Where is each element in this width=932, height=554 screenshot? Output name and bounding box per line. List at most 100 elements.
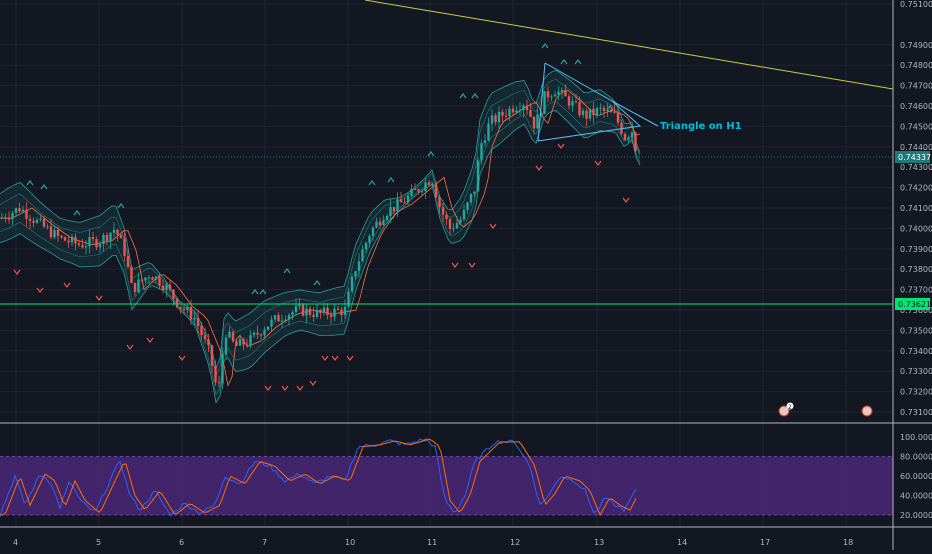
- fractal-down-marker: [489, 223, 497, 229]
- fractal-down-marker: [346, 355, 354, 361]
- candle-body: [273, 315, 277, 320]
- candle-body: [259, 334, 263, 336]
- oscillator-pane: [0, 438, 893, 517]
- band-lower: [0, 110, 641, 404]
- candle-body: [186, 307, 189, 310]
- fractal-down-marker: [622, 197, 630, 203]
- candle-body: [487, 123, 490, 141]
- candle-body: [284, 319, 287, 321]
- fractal-up-marker: [606, 105, 614, 111]
- fractal-down-marker: [535, 165, 543, 171]
- candle-body: [466, 202, 469, 211]
- fractal-up-marker: [574, 59, 582, 65]
- candle-body: [424, 182, 427, 192]
- candle-body: [105, 234, 109, 241]
- candle-body: [522, 105, 525, 111]
- candle-body: [147, 277, 151, 279]
- fractal-down-marker: [63, 282, 71, 288]
- candle-body: [399, 199, 403, 203]
- candle-body: [361, 249, 364, 262]
- time-tick-label: 11: [427, 538, 437, 547]
- triangle-annotation: Triangle on H1: [660, 121, 742, 132]
- grid: [0, 0, 893, 527]
- fractal-down-marker: [468, 262, 476, 268]
- candle-body: [74, 236, 77, 244]
- price-tick-label: 0.74500: [900, 122, 932, 131]
- candle-body: [172, 289, 175, 299]
- candle-body: [368, 236, 371, 243]
- candle-body: [200, 326, 203, 336]
- price-tick-label: 0.73300: [900, 367, 932, 376]
- candle-body: [354, 271, 357, 277]
- fractal-up-marker: [283, 268, 291, 274]
- candle-body: [231, 331, 235, 342]
- fractal-up-marker: [73, 210, 81, 216]
- candle-body: [28, 218, 32, 221]
- price-tick-label: 0.74000: [900, 224, 932, 233]
- candle-body: [574, 101, 578, 103]
- fractal-down-marker: [264, 385, 272, 391]
- candle-body: [536, 114, 539, 129]
- candle-body: [203, 335, 207, 340]
- time-tick-label: 12: [510, 538, 520, 547]
- candle-body: [623, 133, 627, 140]
- oscillator-tick-label: 60.0000: [900, 472, 932, 481]
- candle-body: [571, 101, 574, 106]
- candle-body: [175, 298, 179, 307]
- candle-body: [602, 107, 606, 111]
- candle-body: [392, 207, 396, 212]
- candle-body: [56, 229, 60, 236]
- triangle-apex-line: [611, 100, 659, 127]
- fractal-down-marker: [557, 143, 565, 149]
- fractal-down-marker: [309, 380, 317, 386]
- candle-body: [364, 242, 368, 250]
- fractal-down-marker: [13, 269, 21, 275]
- bollinger-bands: [0, 69, 641, 404]
- candle-body: [81, 245, 84, 248]
- candle-body: [518, 110, 522, 112]
- oscillator-tick-label: 40.0000: [900, 492, 932, 501]
- price-tick-label: 0.74200: [900, 184, 932, 193]
- candle-body: [287, 314, 291, 320]
- candle-body: [616, 112, 620, 123]
- price-tick-label: 0.74900: [900, 41, 932, 50]
- candle-body: [224, 337, 228, 355]
- candle-body: [406, 195, 410, 203]
- candle-body: [539, 113, 543, 115]
- candle-body: [396, 199, 399, 212]
- fractal-down-marker: [296, 385, 304, 391]
- candle-body: [371, 227, 375, 237]
- fractal-down-marker: [95, 295, 103, 301]
- candle-body: [235, 341, 238, 346]
- candle-body: [511, 108, 515, 113]
- time-tick-label: 17: [760, 538, 770, 547]
- fractal-down-marker: [146, 337, 154, 343]
- candle-body: [63, 237, 67, 241]
- oscillator-tick-label: 100.0000: [900, 433, 932, 442]
- candle-body: [410, 189, 413, 196]
- candle-body: [266, 326, 270, 330]
- level-price-label: 0.73621: [898, 300, 931, 309]
- candle-body: [417, 189, 420, 192]
- candle-body: [543, 91, 546, 114]
- candle-body: [91, 237, 95, 240]
- candle-body: [154, 276, 158, 280]
- candle-body: [546, 91, 550, 98]
- event-badge: [786, 402, 794, 410]
- candle-body: [319, 309, 322, 313]
- candle-body: [196, 317, 200, 327]
- candle-body: [277, 315, 280, 322]
- candle-body: [42, 218, 46, 227]
- price-tick-label: 0.74400: [900, 143, 932, 152]
- candle-body: [95, 239, 98, 248]
- price-tick-label: 0.73500: [900, 326, 932, 335]
- candle-body: [0, 217, 4, 219]
- oscillator-k-line: [0, 438, 637, 517]
- candle-body: [238, 339, 242, 346]
- price-tick-label: 0.74600: [900, 102, 932, 111]
- candle-body: [431, 183, 434, 185]
- candle-body: [609, 110, 613, 113]
- candle-body: [168, 284, 172, 290]
